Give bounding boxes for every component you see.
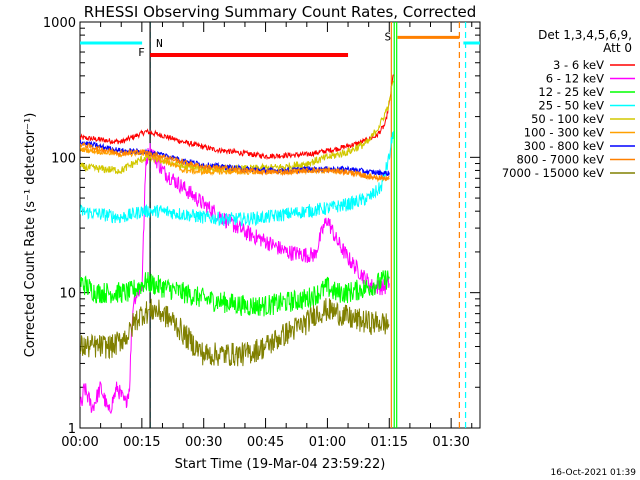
legend-item-label: 6 - 12 keV <box>546 72 604 86</box>
y-tick-label: 100 <box>51 151 76 166</box>
footer-date: 16-Oct-2021 01:39 <box>551 468 637 478</box>
legend-item-label: 25 - 50 keV <box>538 99 604 113</box>
legend-header-1: Det 1,3,4,5,6,9, <box>538 28 632 42</box>
series-line <box>80 139 390 176</box>
plot-frame <box>79 21 481 429</box>
series-line <box>80 74 394 161</box>
chart-title: RHESSI Observing Summary Count Rates, Co… <box>84 3 477 21</box>
legend-item-label: 3 - 6 keV <box>553 58 604 72</box>
y-axis-label: Corrected Count Rate (s⁻¹ detector⁻¹) <box>23 113 38 358</box>
y-tick-label: 1000 <box>43 16 76 31</box>
legend-header-2: Att 0 <box>603 41 632 55</box>
saa-label: S <box>385 30 392 43</box>
series-line <box>80 270 390 317</box>
plot-layer: 1 10 100 1000 00:00 00:15 00:30 00:45 01:00 01:15… <box>43 16 481 450</box>
x-tick-label: 01:30 <box>432 435 469 450</box>
night-label: N <box>156 37 163 50</box>
series-line <box>80 80 394 175</box>
x-axis-label: Start Time (19-Mar-04 23:59:22) <box>175 457 386 472</box>
legend-item-label: 12 - 25 keV <box>538 85 604 99</box>
legend-item-label: 300 - 800 keV <box>524 139 604 153</box>
legend-item-label: 7000 - 15000 keV <box>502 166 604 180</box>
series-line <box>80 131 394 228</box>
series-line <box>80 142 390 182</box>
x-tick-label: 01:00 <box>309 435 346 450</box>
series-group <box>80 22 480 428</box>
series-line <box>80 298 390 367</box>
y-tick-label: 10 <box>59 287 76 302</box>
series-line <box>80 142 390 415</box>
y-tick-label: 1 <box>68 422 76 437</box>
x-tick-label: 00:00 <box>61 435 98 450</box>
legend-item-label: 800 - 7000 keV <box>516 153 604 167</box>
x-tick-label: 01:15 <box>371 435 408 450</box>
x-tick-label: 00:30 <box>185 435 222 450</box>
x-tick-label: 00:15 <box>123 435 160 450</box>
flare-label: F <box>138 46 145 59</box>
legend-item-label: 50 - 100 keV <box>531 112 604 126</box>
x-tick-label: 00:45 <box>247 435 284 450</box>
legend-item-label: 100 - 300 keV <box>524 126 604 140</box>
